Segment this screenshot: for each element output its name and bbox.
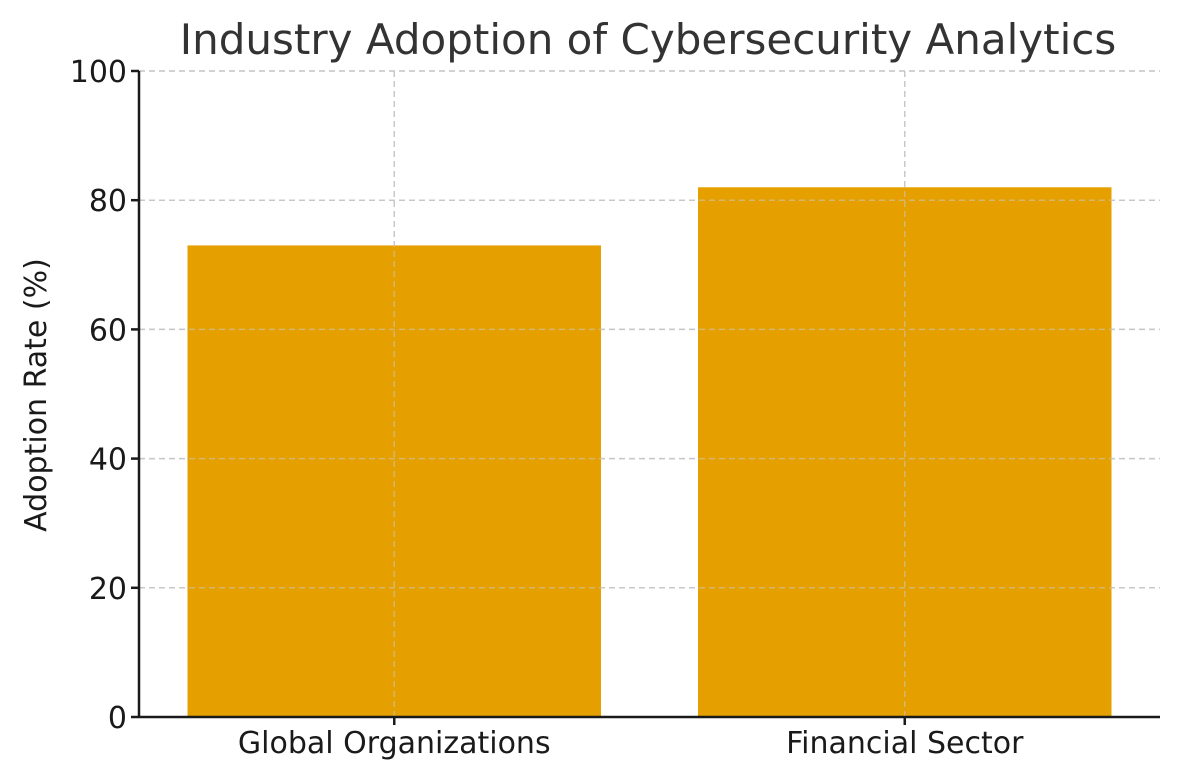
tick-labels: 0 20 40 60 80 100 Global Organizations Financia…: [70, 55, 1024, 761]
gridlines-overlay: [139, 70, 1160, 717]
y-tick-label: 100: [70, 55, 127, 90]
bars: [187, 187, 1112, 718]
axes: [131, 69, 1160, 725]
y-axis-label: Adoption Rate (%): [19, 258, 54, 532]
y-tick-label: 40: [89, 443, 127, 478]
x-tick-label: Global Organizations: [238, 726, 551, 761]
y-tick-label: 20: [89, 572, 127, 607]
chart-title: Industry Adoption of Cybersecurity Analy…: [180, 15, 1116, 64]
x-tick-label: Financial Sector: [786, 726, 1024, 761]
y-tick-label: 60: [89, 313, 127, 348]
y-tick-label: 0: [108, 701, 127, 736]
y-tick-label: 80: [89, 184, 127, 219]
